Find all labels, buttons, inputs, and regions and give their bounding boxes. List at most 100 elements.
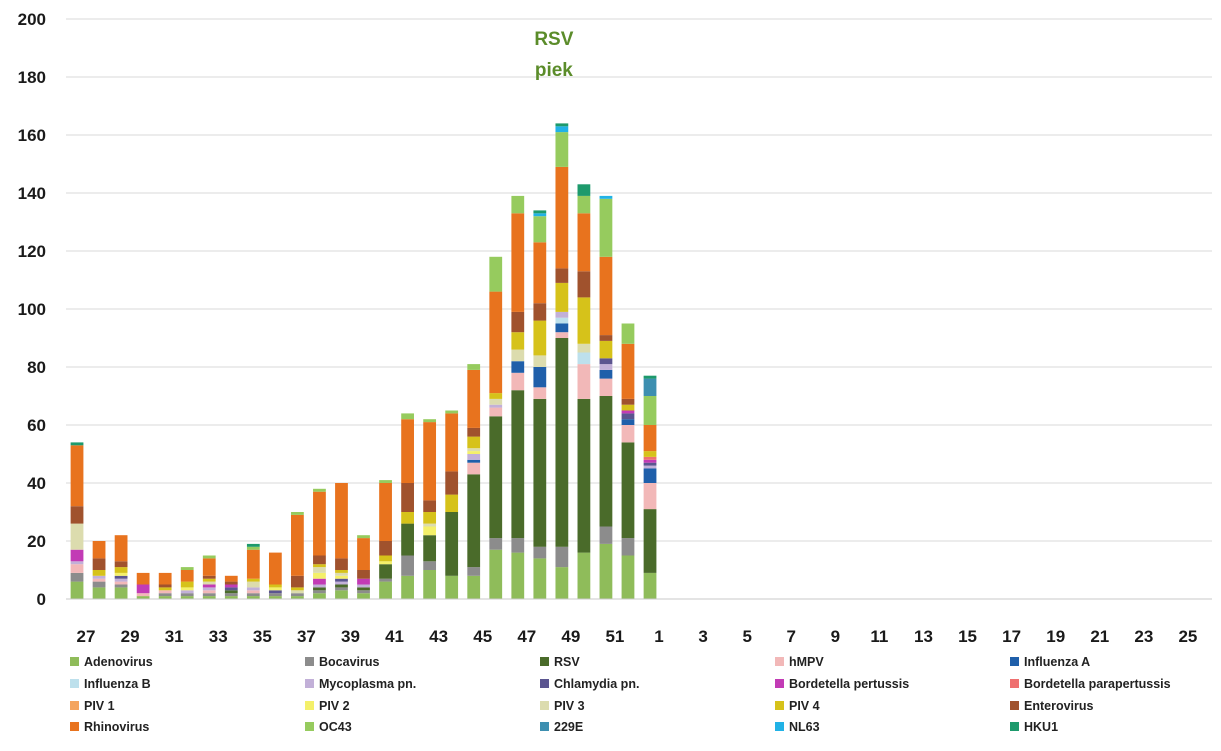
bar-stack-30 [136,572,150,599]
y-tick-label: 140 [18,184,46,203]
bar-segment [643,509,657,573]
bar-segment [180,593,194,597]
bar-segment [313,590,326,594]
bar-segment [445,410,459,414]
bar-segment [423,535,437,562]
bar-segment [533,303,547,321]
bar-segment [555,546,569,568]
bar-segment [599,335,613,341]
bar-segment [92,558,106,570]
legend-label: Influenza A [1024,655,1090,669]
bar-segment [136,572,150,585]
legend-label: HKU1 [1024,720,1058,734]
bar-segment [202,587,216,591]
legend-label: Influenza B [84,677,151,691]
x-tick-label: 9 [831,627,840,646]
legend-label: Chlamydia pn. [554,677,639,691]
bar-segment [92,541,106,559]
bar-segment [489,256,503,292]
bar-segment [379,555,392,562]
bar-segment [555,123,569,127]
bar-segment [379,561,392,565]
bar-segment [533,367,547,388]
legend-swatch [540,722,549,731]
legend-swatch [70,722,79,731]
bar-segment [92,575,106,579]
legend-label: PIV 2 [319,699,350,713]
bar-segment [555,126,569,133]
bar-segment [313,567,326,573]
bar-segment [401,575,414,599]
bar-segment [533,558,547,599]
bar-segment [555,282,569,312]
bar-stack-34 [224,575,238,599]
bar-segment [291,512,304,515]
bar-stack-51 [599,195,613,599]
bar-segment [533,213,547,217]
legend-swatch [1010,722,1019,731]
bar-segment [423,500,437,512]
bar-segment [445,512,459,576]
bar-segment [643,456,657,460]
bar-segment [401,483,414,512]
bar-segment [467,459,481,463]
bar-stack-33 [202,555,216,599]
bar-stack-39 [335,483,348,599]
bar-segment [180,581,194,588]
bar-segment [511,332,525,350]
bar-segment [136,593,150,597]
bar-segment [70,549,84,562]
x-axis-ticks: 27 29 31 33 35 37 39 41 43 45 47 49 51 1 3 5 7 9 11 13 15 17 1… [77,627,1198,646]
legend-swatch [775,679,784,688]
bar-segment [224,587,238,591]
legend-swatch [1010,679,1019,688]
legend-entry: Mycoplasma pn. [305,677,416,691]
bar-segment [291,575,304,588]
x-tick-label: 3 [698,627,707,646]
legend-label: hMPV [789,655,824,669]
bar-segment [643,459,657,463]
legend-swatch [305,722,314,731]
bar-segment [577,398,591,553]
bar-segment [401,523,414,556]
bar-stack-44 [445,410,459,599]
legend-swatch [775,722,784,731]
legend-entry: HKU1 [1010,720,1058,734]
x-tick-label: 21 [1090,627,1109,646]
x-tick-label: 29 [121,627,140,646]
bar-segment [114,561,128,568]
bar-segment [489,538,503,550]
bar-stack-49 [555,123,569,599]
bar-segment [246,596,260,599]
bar-segment [445,471,459,495]
bar-segment [489,549,503,599]
bar-segment [621,419,635,425]
bar-segment [643,378,657,396]
bar-segment [489,407,503,417]
bar-segment [335,575,348,579]
bar-segment [70,561,84,565]
legend-swatch [540,701,549,710]
bar-segment [643,468,657,483]
bar-segment [599,358,613,365]
bar-segment [643,572,657,599]
x-tick-label: 19 [1046,627,1065,646]
x-tick-label: 45 [473,627,492,646]
legend-label: 229E [554,720,583,734]
legend-entry: Enterovirus [1010,699,1094,713]
legend-label: RSV [554,655,580,669]
bar-segment [599,378,613,396]
bar-segment [621,343,635,399]
annotation-text: piek [535,60,573,81]
bar-segment [599,369,613,379]
annotation: RSV piek [534,29,573,81]
y-tick-label: 200 [18,10,46,29]
y-tick-label: 160 [18,126,46,145]
bar-segment [423,561,437,570]
bar-segment [70,442,84,446]
x-tick-label: 25 [1178,627,1197,646]
bar-segment [577,343,591,353]
legend-entry: PIV 2 [305,699,350,713]
legend: Adenovirus Bocavirus RSV hMPV Influenza A Inf… [70,655,1171,734]
bar-segment [224,590,238,594]
